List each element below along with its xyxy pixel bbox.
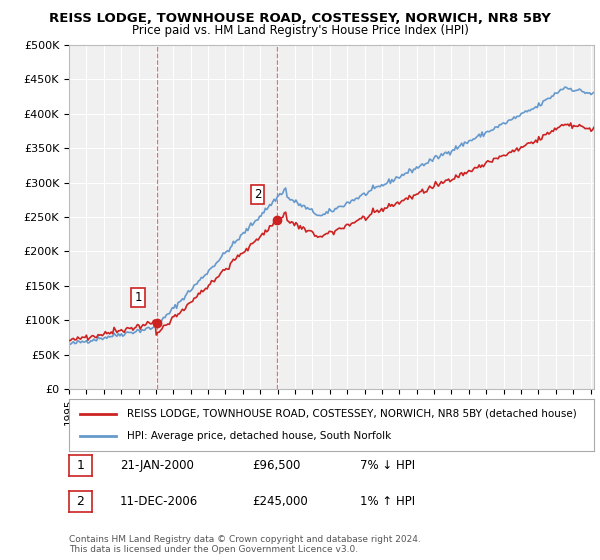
Text: Price paid vs. HM Land Registry's House Price Index (HPI): Price paid vs. HM Land Registry's House … — [131, 24, 469, 36]
Text: 2: 2 — [76, 495, 85, 508]
Text: 1% ↑ HPI: 1% ↑ HPI — [360, 495, 415, 508]
Text: £96,500: £96,500 — [252, 459, 301, 472]
Text: 1: 1 — [134, 291, 142, 304]
Text: £245,000: £245,000 — [252, 495, 308, 508]
Text: 7% ↓ HPI: 7% ↓ HPI — [360, 459, 415, 472]
Text: Contains HM Land Registry data © Crown copyright and database right 2024.
This d: Contains HM Land Registry data © Crown c… — [69, 535, 421, 554]
Text: 21-JAN-2000: 21-JAN-2000 — [120, 459, 194, 472]
Text: REISS LODGE, TOWNHOUSE ROAD, COSTESSEY, NORWICH, NR8 5BY: REISS LODGE, TOWNHOUSE ROAD, COSTESSEY, … — [49, 12, 551, 25]
Text: REISS LODGE, TOWNHOUSE ROAD, COSTESSEY, NORWICH, NR8 5BY (detached house): REISS LODGE, TOWNHOUSE ROAD, COSTESSEY, … — [127, 409, 577, 419]
Text: HPI: Average price, detached house, South Norfolk: HPI: Average price, detached house, Sout… — [127, 431, 391, 441]
Text: 11-DEC-2006: 11-DEC-2006 — [120, 495, 198, 508]
Text: 2: 2 — [254, 188, 262, 202]
Text: 1: 1 — [76, 459, 85, 472]
